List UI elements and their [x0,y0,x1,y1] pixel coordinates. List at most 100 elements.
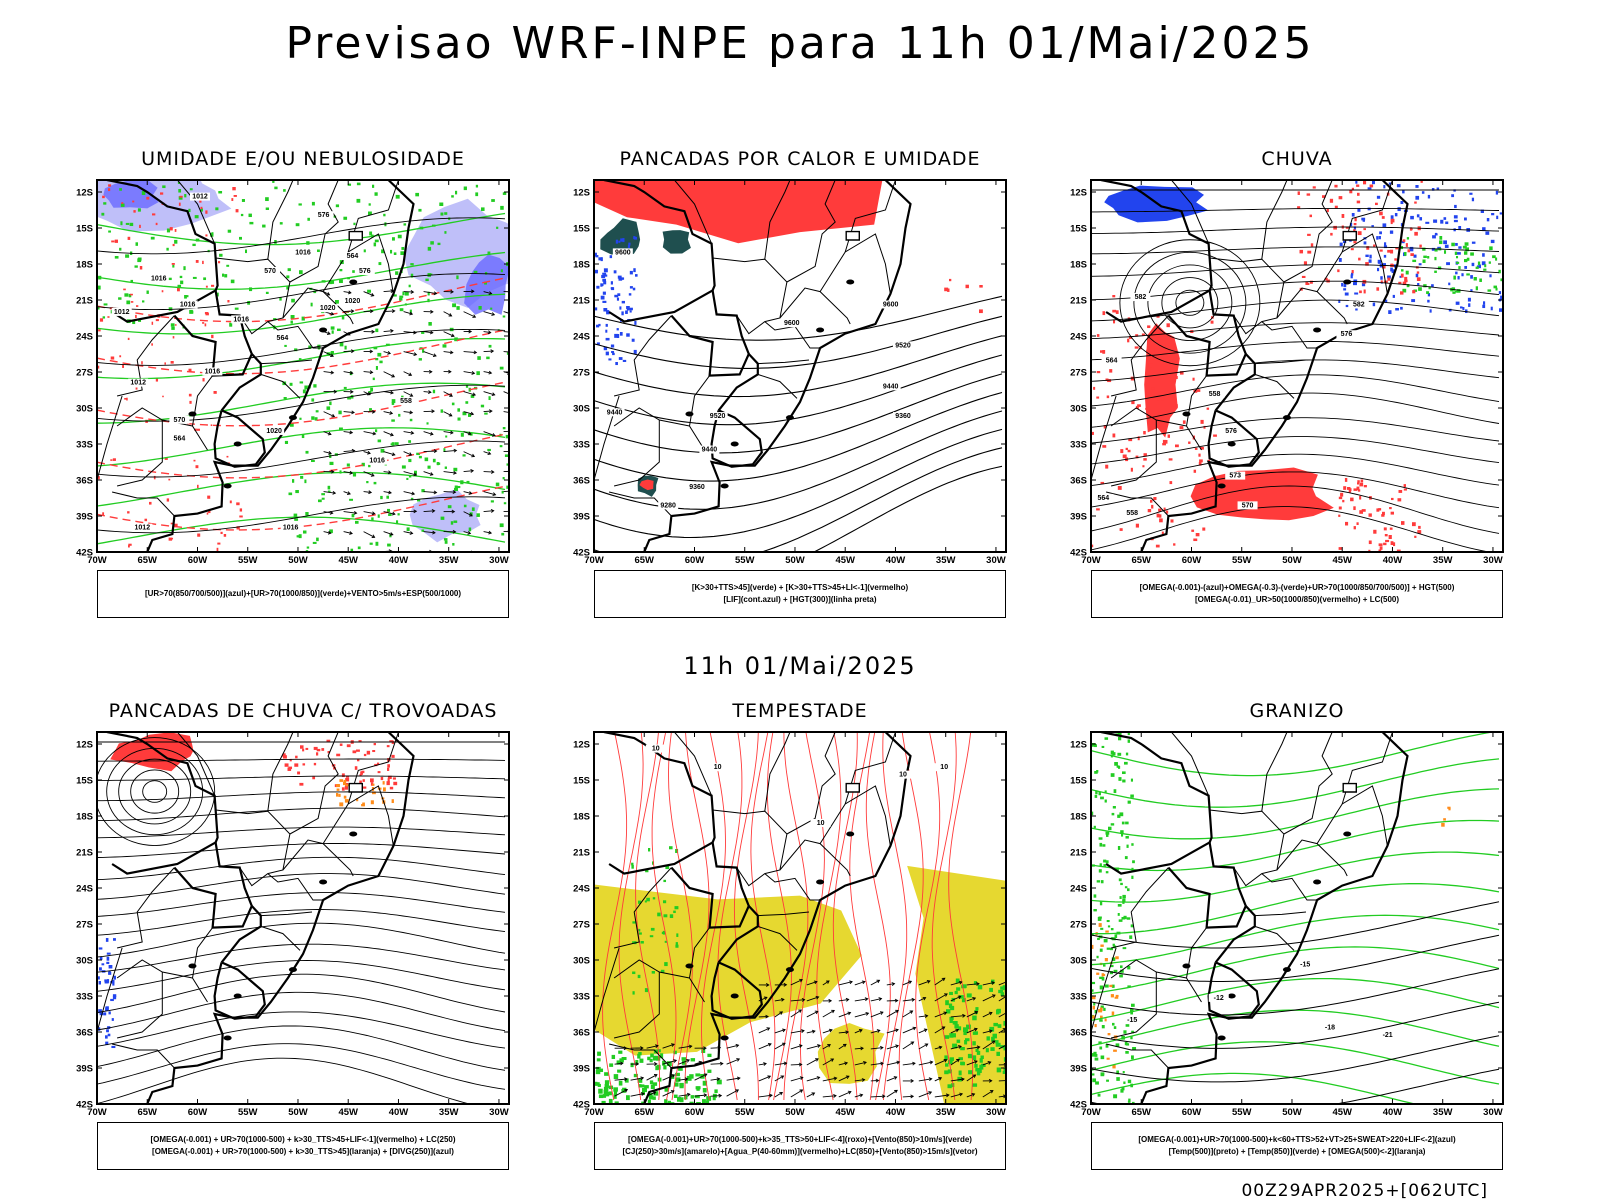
contour-label: 1020 [266,428,282,435]
lon-tick-label: 60W [188,1107,208,1118]
contour-label: 9600 [883,301,899,308]
lat-tick-label: 33S [76,440,93,451]
lon-tick-label: 65W [1131,1107,1151,1118]
panel-title-granizo: GRANIZO [1077,700,1517,722]
lat-tick-label: 21S [573,848,590,859]
contour-label: 1012 [114,309,130,316]
legend-line: [Temp(500)](preto) + [Temp(850)](verde) … [1092,1146,1502,1158]
page-title: Previsao WRF-INPE para 11h 01/Mai/2025 [0,18,1600,69]
contour-label: 1016 [205,368,221,375]
lon-tick-label: 40W [389,555,409,566]
lon-tick-label: 30W [1483,555,1503,566]
lon-tick-label: 70W [87,555,107,566]
map-layers: -15-12-18-21-15 [1091,731,1499,1119]
contour-label: 564 [174,435,186,442]
panel-title-tempestade: TEMPESTADE [580,700,1020,722]
lon-tick-label: 50W [288,555,308,566]
contour-label: 564 [347,253,359,260]
lat-tick-label: 39S [573,1064,590,1075]
lon-tick-label: 60W [685,1107,705,1118]
lon-tick-label: 70W [584,555,604,566]
contour-label: 9360 [895,413,911,420]
lon-tick-label: 35W [936,555,956,566]
streamline [97,792,505,801]
lat-tick-label: 39S [1070,1064,1087,1075]
map-pancadas-calor: 9600960096009520952094409440936093609280… [554,175,1016,567]
lat-tick-label: 12S [573,188,590,199]
lat-tick-label: 30S [573,956,590,967]
lat-tick-label: 24S [1070,332,1087,343]
lat-tick-label: 39S [573,512,590,523]
lon-tick-label: 45W [1332,1107,1352,1118]
map-boundaries [97,180,414,552]
contour-label: 564 [277,335,289,342]
lon-tick-label: 70W [87,1107,107,1118]
contour-label: 1016 [295,249,311,256]
lon-tick-label: 35W [439,555,459,566]
panel-title-umidade: UMIDADE E/OU NEBULOSIDADE [83,148,523,170]
map-umidade: 1012101610161016102010201016101610201016… [57,175,519,567]
contour-label: -21 [1383,1032,1393,1039]
lat-tick-label: 18S [76,812,93,823]
lon-tick-label: 65W [137,1107,157,1118]
lon-tick-label: 40W [886,1107,906,1118]
contour-label: 1016 [283,525,299,532]
contour-label: 9440 [702,447,718,454]
lat-tick-label: 15S [1070,224,1087,235]
lon-tick-label: 65W [634,555,654,566]
streamline [97,776,505,780]
lon-tick-label: 45W [1332,555,1352,566]
contour-label: 570 [264,268,276,275]
contour-label: 1020 [345,298,361,305]
lon-tick-label: 40W [886,555,906,566]
streamline [97,1026,505,1070]
streamline [1091,227,1499,233]
contour-label: 1016 [180,301,196,308]
contour-label: 9440 [883,383,899,390]
legend-line: [OMEGA(-0.001)+UR>70(1000-500)+k>35_TTS>… [595,1134,1005,1146]
lon-tick-label: 55W [1232,1107,1252,1118]
lon-tick-label: 35W [1433,1107,1453,1118]
lat-tick-label: 36S [573,476,590,487]
map-granizo: -15-12-18-21-1512S15S18S21S24S27S30S33S3… [1051,727,1513,1119]
lat-tick-label: 21S [1070,848,1087,859]
lat-tick-label: 27S [573,920,590,931]
panel-title-pancadas-calor: PANCADAS POR CALOR E UMIDADE [580,148,1020,170]
lon-tick-label: 45W [835,555,855,566]
lat-tick-label: 27S [76,368,93,379]
lon-tick-label: 35W [1433,555,1453,566]
lat-tick-label: 24S [1070,884,1087,895]
contour-label: 10 [652,746,660,753]
lat-tick-label: 30S [76,956,93,967]
lat-tick-label: 30S [76,404,93,415]
contour-label: 564 [1098,495,1110,502]
lat-tick-label: 12S [1070,740,1087,751]
map-frame [97,732,509,1104]
contour-label: 1016 [369,458,385,465]
legend-chuva: [OMEGA(-0.001)-(azul)+OMEGA(-0.3)-(verde… [1091,570,1503,618]
lat-tick-label: 36S [76,1028,93,1039]
lon-tick-label: 30W [1483,1107,1503,1118]
contour-labels: 1012101610161016102010201016101610201016… [112,193,416,532]
legend-line: [CJ(250)>30m/s](amarelo)+[Agua_P(40-60mm… [595,1146,1005,1158]
contour-label: 558 [400,398,412,405]
map-layers: 1012101610161016102010201016101610201016… [57,175,519,556]
lon-tick-label: 65W [137,555,157,566]
lat-tick-label: 33S [1070,992,1087,1003]
lon-tick-label: 50W [288,1107,308,1118]
lon-tick-label: 30W [986,1107,1006,1118]
contour-label: 1016 [233,316,249,323]
lat-tick-label: 39S [76,512,93,523]
lon-tick-label: 60W [1182,555,1202,566]
lat-tick-label: 33S [573,440,590,451]
map-tempestade: 101010101012S15S18S21S24S27S30S33S36S39S… [554,727,1016,1119]
lat-tick-label: 24S [573,332,590,343]
lat-tick-label: 36S [1070,476,1087,487]
lat-tick-label: 18S [573,812,590,823]
run-time-label: 00Z29APR2025+[062UTC] [1241,1181,1488,1201]
contour-label: 10 [714,764,722,771]
contour-label: 558 [1209,391,1221,398]
contour-label: 573 [1229,473,1241,480]
